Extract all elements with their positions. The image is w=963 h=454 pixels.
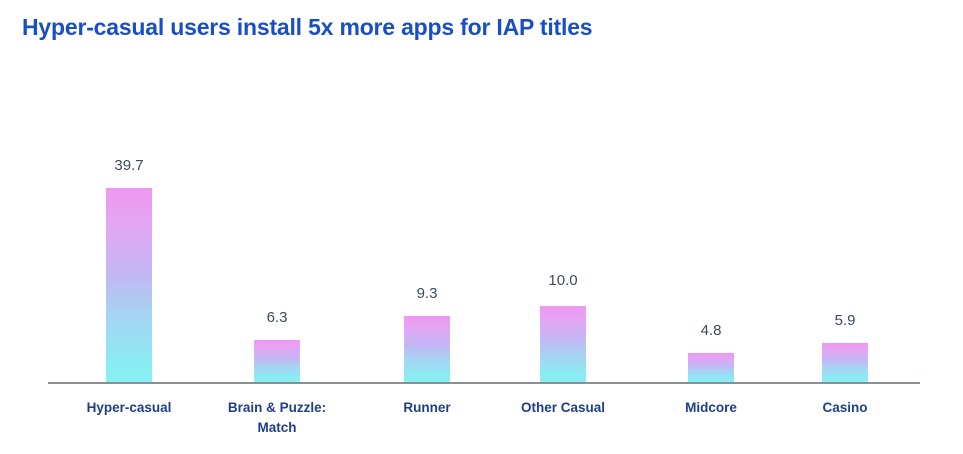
- category-label: Other Casual: [488, 398, 638, 418]
- category-label: Hyper-casual: [54, 398, 204, 418]
- bar[interactable]: [822, 343, 868, 382]
- bar-group[interactable]: 39.7 Hyper-casual: [61, 0, 197, 454]
- bar[interactable]: [254, 340, 300, 382]
- category-label-line: Match: [257, 420, 297, 435]
- category-label-line: Runner: [403, 400, 451, 415]
- bar[interactable]: [540, 306, 586, 382]
- bar-value-label: 6.3: [266, 309, 288, 326]
- category-label-line: Hyper-casual: [86, 400, 172, 415]
- category-label: Brain & Puzzle: Match: [202, 398, 352, 438]
- bar[interactable]: [106, 188, 152, 382]
- category-label: Runner: [352, 398, 502, 418]
- category-label-line: Brain & Puzzle:: [227, 400, 327, 415]
- chart-title: Hyper-casual users install 5x more apps …: [22, 14, 593, 40]
- bar-value-label: 9.3: [416, 285, 438, 302]
- category-label-line: Casino: [822, 400, 868, 415]
- bars-layer: 39.7 Hyper-casual 6.3 Brain & Puzzle: Ma…: [48, 0, 920, 454]
- category-label: Midcore: [636, 398, 786, 418]
- bar-group[interactable]: 6.3 Brain & Puzzle: Match: [209, 0, 345, 454]
- bar-group[interactable]: 10.0 Other Casual: [495, 0, 631, 454]
- category-label-line: Other Casual: [520, 400, 606, 415]
- bar-group[interactable]: 9.3 Runner: [359, 0, 495, 454]
- bar[interactable]: [404, 316, 450, 382]
- category-label-line: Midcore: [685, 400, 737, 415]
- bar-value-label: 4.8: [700, 322, 722, 339]
- x-axis-baseline: [48, 382, 920, 384]
- bar-group[interactable]: 5.9 Casino: [777, 0, 913, 454]
- bar-value-label: 5.9: [834, 312, 856, 329]
- category-label: Casino: [770, 398, 920, 418]
- bar-value-label: 39.7: [114, 157, 144, 174]
- bar-group[interactable]: 4.8 Midcore: [643, 0, 779, 454]
- bar[interactable]: [688, 353, 734, 382]
- bar-value-label: 10.0: [548, 272, 578, 289]
